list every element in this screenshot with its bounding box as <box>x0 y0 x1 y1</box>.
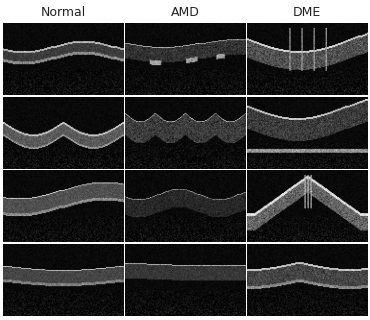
Text: DME: DME <box>293 6 321 19</box>
Text: Normal: Normal <box>40 6 85 19</box>
Text: AMD: AMD <box>171 6 199 19</box>
